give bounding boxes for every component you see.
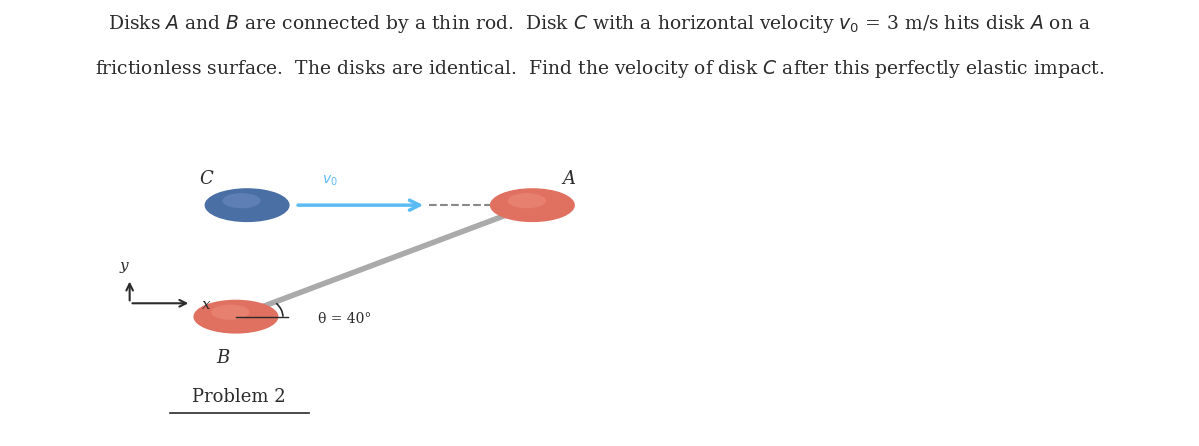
Text: Disks $\mathit{A}$ and $\mathit{B}$ are connected by a thin rod.  Disk $\mathit{: Disks $\mathit{A}$ and $\mathit{B}$ are … xyxy=(108,13,1091,35)
Circle shape xyxy=(193,300,278,334)
Text: A: A xyxy=(562,170,576,188)
Text: Problem 2: Problem 2 xyxy=(193,388,287,406)
Circle shape xyxy=(211,305,249,320)
Text: C: C xyxy=(200,170,213,188)
Circle shape xyxy=(490,188,574,222)
Text: y: y xyxy=(120,260,128,273)
Text: $v_0$: $v_0$ xyxy=(323,174,338,188)
Text: θ = 40°: θ = 40° xyxy=(318,312,370,326)
Circle shape xyxy=(205,188,290,222)
Circle shape xyxy=(507,193,546,208)
Circle shape xyxy=(222,193,260,208)
Text: x: x xyxy=(203,297,211,312)
Text: B: B xyxy=(216,349,229,367)
Text: frictionless surface.  The disks are identical.  Find the velocity of disk $\mat: frictionless surface. The disks are iden… xyxy=(95,58,1104,80)
